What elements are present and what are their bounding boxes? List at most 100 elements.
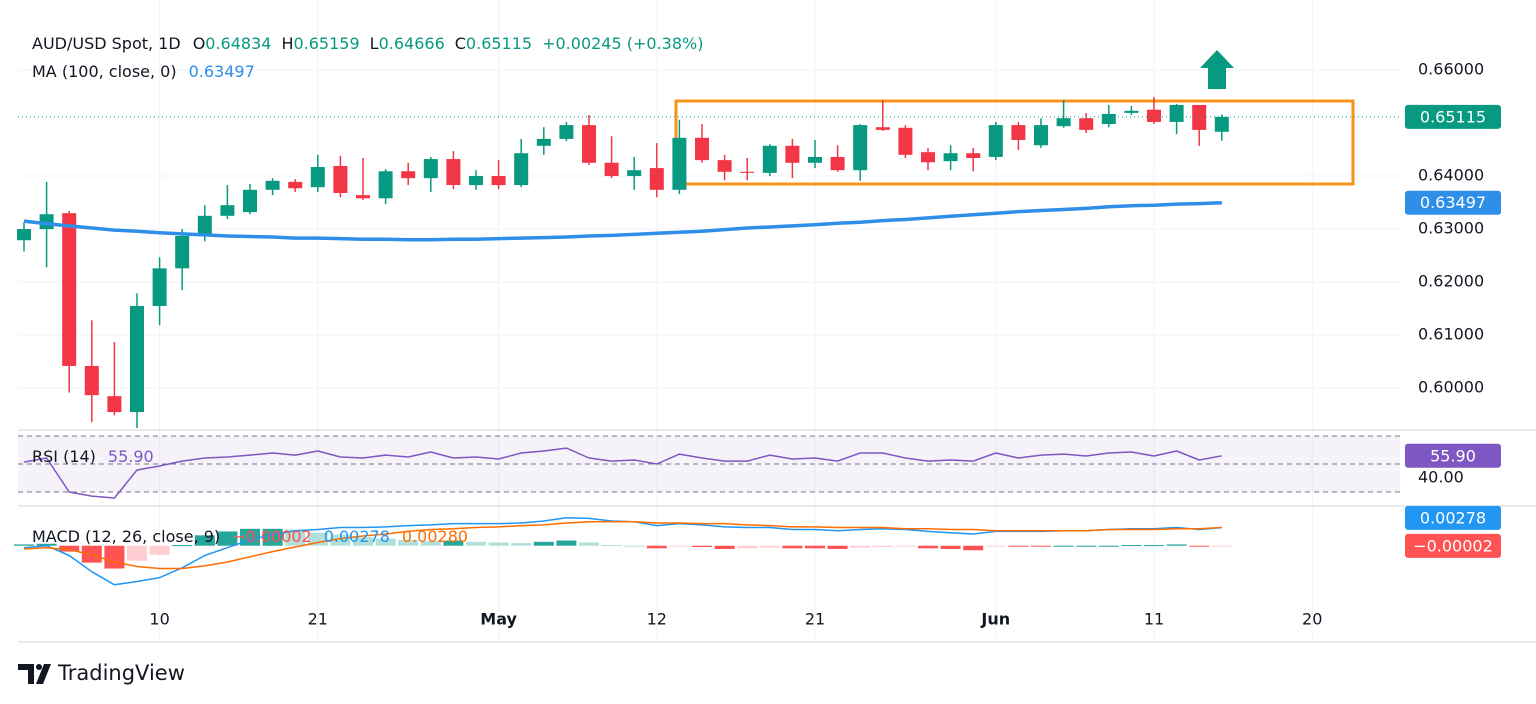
candle-body — [62, 213, 77, 366]
histogram-bar — [217, 531, 238, 546]
histogram-bar — [285, 529, 306, 546]
candle-body — [288, 181, 303, 189]
candle-body — [265, 180, 280, 190]
histogram-bar — [194, 535, 215, 546]
marks: 10 21 May 12 21 Jun 11 20 0.60000 0.61000 0.62000 0… — [14, 59, 1501, 629]
rsi-value-label: 55.90 — [1430, 446, 1476, 465]
histogram-bar — [556, 540, 577, 546]
ohlc-label: C — [455, 34, 466, 53]
histogram-bar — [353, 537, 373, 546]
candle-body — [514, 153, 529, 186]
candle-body — [559, 125, 574, 139]
candle-body — [604, 162, 619, 177]
histogram-bar — [14, 544, 34, 546]
histogram-bar — [1166, 544, 1187, 546]
histogram-bar — [1053, 545, 1074, 547]
candle-body — [333, 165, 348, 194]
rsi-value: 55.90 — [108, 447, 154, 466]
ohlc-label: L — [370, 34, 379, 53]
histogram-bar — [149, 545, 170, 555]
signal-value: 0.00280 — [402, 527, 468, 546]
histogram-bar — [759, 545, 780, 548]
logo-part — [18, 664, 34, 684]
histogram-bar — [940, 545, 961, 549]
x-tick-label: May — [480, 610, 517, 629]
high-value: 0.65159 — [293, 34, 359, 53]
histogram-bar — [1076, 545, 1097, 547]
y-tick-label: 40.00 — [1418, 468, 1464, 487]
x-tick-label: 21 — [308, 610, 328, 629]
candle-body — [152, 268, 167, 306]
histogram-bar — [895, 545, 916, 547]
histogram-bar — [488, 542, 509, 546]
histogram-bar — [262, 528, 283, 546]
histogram-bar — [624, 545, 645, 547]
histogram-bar — [872, 545, 893, 548]
ma-value: 0.63497 — [189, 62, 255, 81]
histogram-bar — [918, 545, 938, 549]
x-tick-label: 21 — [805, 610, 825, 629]
histogram-bar — [669, 545, 690, 547]
candle-body — [1169, 104, 1184, 122]
histogram-value-label: −0.00002 — [1413, 536, 1493, 555]
last-price-label: 0.65115 — [1420, 107, 1486, 126]
histogram-bar — [601, 545, 622, 547]
grid — [18, 0, 1400, 642]
candle-body — [1192, 104, 1207, 130]
histogram-bar — [646, 545, 667, 549]
ma-header: MA (100, close, 0) 0.63497 — [32, 62, 255, 81]
candle-body — [740, 171, 755, 173]
histogram-bar — [1121, 545, 1142, 547]
histogram-bar — [737, 545, 758, 549]
logo-part — [36, 664, 42, 670]
y-tick-label: 0.64000 — [1418, 166, 1484, 185]
x-tick-label: 12 — [647, 610, 667, 629]
macd-line — [23, 520, 1222, 570]
candle-body — [243, 189, 257, 213]
macd-title: MACD (12, 26, close, 9) — [32, 527, 220, 546]
ohlc-label: H — [281, 34, 293, 53]
candle-body — [853, 125, 868, 171]
rsi-band — [18, 436, 1400, 493]
candle-body — [84, 365, 99, 396]
histogram-bar — [963, 545, 984, 551]
rsi-header: RSI (14) 55.90 — [32, 447, 154, 466]
candle-body — [649, 168, 664, 190]
histogram-bar — [1008, 545, 1029, 547]
change: +0.00245 (+0.38%) — [542, 34, 703, 53]
histogram-bar — [59, 545, 80, 552]
ma-price-box — [1405, 190, 1501, 215]
candle-body — [1034, 125, 1048, 146]
low-value: 0.64666 — [379, 34, 445, 53]
candle-body — [785, 145, 800, 163]
histogram-bar — [172, 545, 193, 547]
histogram-bar — [330, 534, 351, 546]
histogram-bar — [1189, 545, 1210, 547]
histogram-bar — [827, 545, 848, 549]
histogram-value-box — [1405, 533, 1501, 558]
candle-body — [469, 176, 483, 186]
x-tick-label: 20 — [1302, 610, 1322, 629]
candle-body — [1124, 110, 1139, 113]
histogram-bar — [1098, 545, 1119, 547]
histogram-bar — [1211, 545, 1232, 547]
candle-body — [1056, 118, 1071, 127]
histogram-bar — [466, 541, 486, 546]
candle-body — [1147, 109, 1161, 122]
histogram-bar — [1144, 545, 1164, 547]
x-tick-label: Jun — [980, 610, 1010, 629]
candle-body — [717, 160, 732, 172]
candle-body — [695, 137, 709, 161]
candle-body — [220, 205, 235, 216]
ma-name: MA (100, close, 0) — [32, 62, 177, 81]
candle-body — [536, 138, 551, 146]
rsi-title: RSI (14) — [32, 447, 96, 466]
macd-value-label: 0.00278 — [1420, 508, 1486, 527]
candle-body — [808, 156, 822, 163]
candle-body — [1079, 118, 1094, 130]
candle-body — [491, 176, 506, 186]
candle-body — [197, 215, 212, 236]
histogram-bar — [36, 543, 57, 546]
